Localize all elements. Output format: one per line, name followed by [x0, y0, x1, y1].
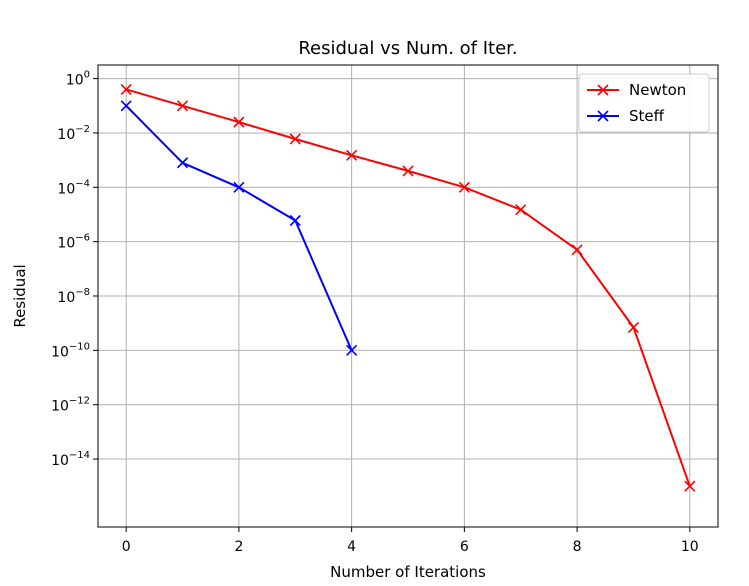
- data-point-newton: [684, 480, 696, 492]
- data-point-newton: [176, 100, 189, 112]
- y-tick-label: 10−4: [57, 178, 90, 197]
- series-line-newton: [125, 88, 691, 487]
- legend-marker-steff: [597, 110, 609, 122]
- x-axis-label: Number of Iterations: [330, 563, 486, 581]
- data-point-newton: [346, 149, 358, 161]
- data-point-steff: [289, 214, 301, 227]
- y-tick-label: 100: [66, 70, 90, 89]
- data-point-steff: [346, 344, 358, 356]
- x-tick-label: 2: [234, 539, 243, 555]
- data-point-newton: [458, 181, 470, 193]
- legend: Newton Steff: [578, 73, 710, 133]
- x-tick-label: 10: [681, 539, 699, 555]
- y-tick-label: 10−14: [51, 450, 90, 469]
- tick-layer: 0 2 4 6 8 10 100 10−2 10−4 10−6 10−8 10−10 10−12 10−1…: [51, 70, 699, 555]
- data-point-newton: [627, 321, 640, 333]
- grid: [98, 65, 718, 527]
- chart-title: Residual vs Num. of Iter.: [298, 38, 517, 59]
- x-tick-label: 4: [347, 539, 356, 555]
- data-point-steff: [233, 181, 245, 193]
- x-tick-label: 0: [122, 539, 131, 555]
- y-tick-label: 10−6: [57, 233, 90, 252]
- y-axis-label: Residual: [11, 264, 29, 327]
- data-point-newton: [289, 133, 301, 145]
- series-layer: [120, 83, 696, 492]
- y-tick-label: 10−2: [57, 124, 90, 143]
- data-point-newton: [402, 165, 414, 177]
- legend-label-newton: Newton: [629, 81, 686, 99]
- y-tick-label: 10−10: [51, 341, 90, 360]
- x-tick-label: 6: [460, 539, 469, 555]
- y-tick-label: 10−8: [57, 287, 90, 306]
- legend-box: [578, 73, 710, 133]
- legend-marker-newton: [597, 84, 609, 96]
- data-point-newton: [233, 116, 245, 128]
- data-point-steff: [176, 157, 189, 169]
- legend-label-steff: Steff: [629, 107, 665, 125]
- y-tick-label: 10−12: [51, 396, 90, 415]
- data-point-newton: [515, 204, 527, 216]
- data-point-newton: [120, 83, 132, 95]
- data-point-steff: [120, 100, 132, 112]
- x-tick-label: 8: [573, 539, 582, 555]
- data-point-newton: [571, 244, 583, 256]
